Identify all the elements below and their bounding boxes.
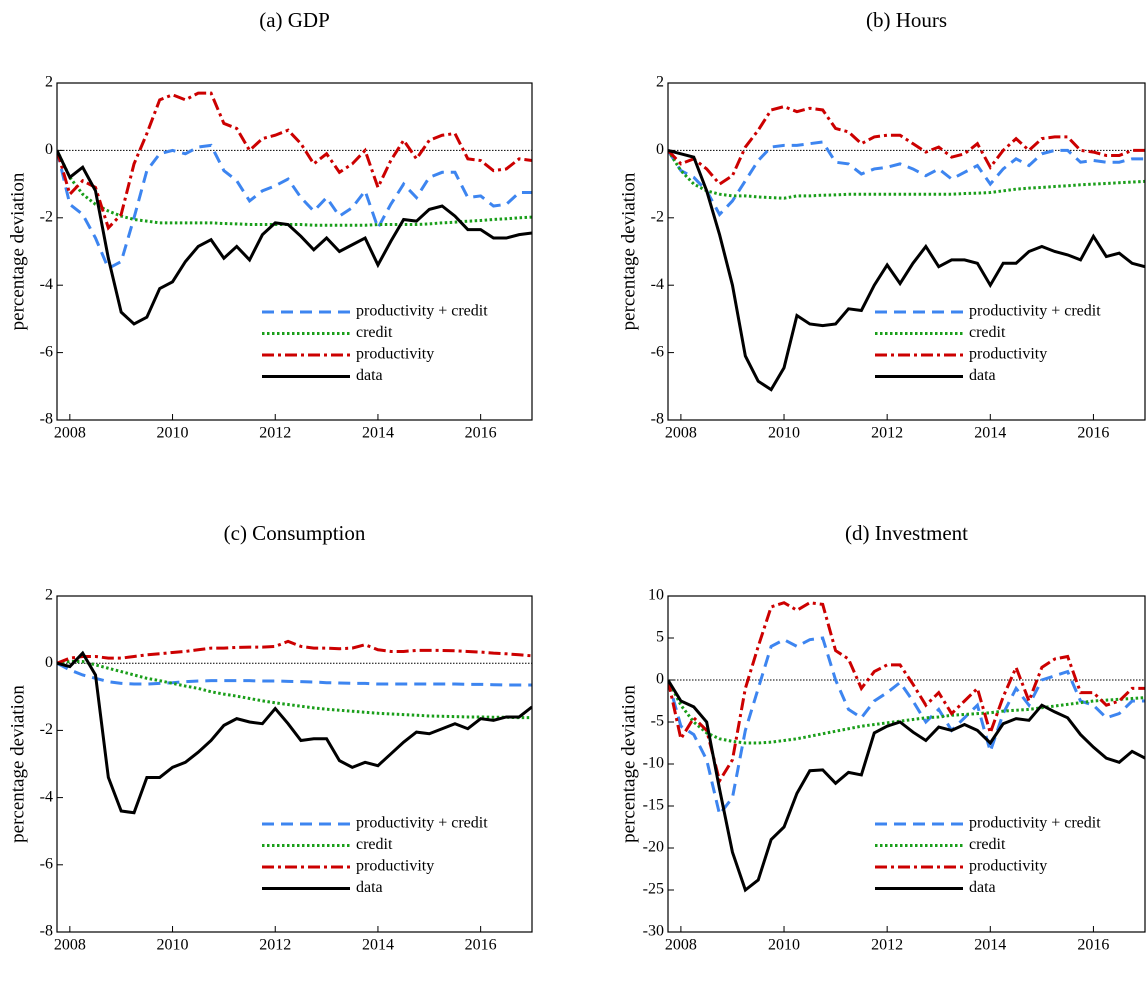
x-tick-label: 2016 — [1077, 937, 1109, 954]
series-line — [57, 149, 532, 227]
series-line — [57, 660, 532, 720]
axes-box — [667, 595, 1146, 933]
y-tick-label: 10 — [648, 587, 664, 604]
y-tick-label: 0 — [656, 141, 664, 158]
legend-label: productivity — [969, 858, 1047, 875]
axes-box — [56, 82, 533, 421]
y-tick-label: -8 — [40, 923, 53, 940]
y-tick-label: -2 — [40, 208, 53, 225]
legend-label: credit — [969, 836, 1006, 853]
panel-title: (a) GDP — [259, 8, 330, 32]
series-line — [57, 149, 532, 326]
y-tick-label: 2 — [45, 587, 53, 604]
y-tick-label: -10 — [643, 755, 664, 772]
axes-box — [667, 82, 1146, 421]
series-line — [57, 91, 532, 231]
x-tick-label: 2008 — [665, 425, 697, 442]
y-axis-label: percentage deviation — [7, 172, 28, 330]
panel: (b) Hours percentage deviation -8 -6 -4 -2 0 2 2… — [618, 8, 1146, 442]
x-tick-label: 2012 — [259, 425, 291, 442]
x-tick-label: 2008 — [54, 937, 86, 954]
y-axis-label: percentage deviation — [618, 685, 639, 843]
x-tick-label: 2010 — [157, 425, 189, 442]
legend-label: productivity — [356, 346, 434, 363]
series-line — [668, 601, 1145, 785]
y-tick-label: -6 — [40, 855, 53, 872]
series-line — [57, 639, 532, 665]
series-line — [668, 148, 1145, 392]
legend-label: data — [356, 879, 383, 896]
legend-label: productivity + credit — [969, 815, 1101, 832]
legend-label: credit — [969, 324, 1006, 341]
x-tick-label: 2016 — [465, 937, 497, 954]
series-line — [57, 143, 532, 271]
x-tick-label: 2010 — [768, 425, 800, 442]
y-axis-label: percentage deviation — [7, 685, 28, 843]
y-tick-label: -4 — [651, 276, 664, 293]
legend-label: productivity + credit — [356, 303, 488, 320]
y-tick-label: 0 — [45, 654, 53, 671]
legend-label: productivity + credit — [969, 303, 1101, 320]
y-tick-label: 5 — [656, 629, 664, 646]
legend-label: credit — [356, 836, 393, 853]
y-tick-label: 2 — [656, 74, 664, 91]
x-tick-label: 2014 — [974, 425, 1006, 442]
y-tick-label: -15 — [643, 797, 664, 814]
y-tick-label: 0 — [45, 141, 53, 158]
y-tick-label: 2 — [45, 74, 53, 91]
x-tick-label: 2010 — [768, 937, 800, 954]
series-line — [668, 679, 1145, 893]
axes-box — [56, 595, 533, 933]
x-tick-label: 2014 — [362, 937, 394, 954]
y-tick-label: -2 — [651, 208, 664, 225]
series-line — [668, 636, 1145, 818]
series-line — [668, 140, 1145, 217]
series-line — [668, 149, 1145, 200]
panel-title: (c) Consumption — [224, 521, 366, 545]
panel-title: (b) Hours — [866, 8, 947, 32]
x-tick-label: 2016 — [465, 425, 497, 442]
x-tick-label: 2014 — [362, 425, 394, 442]
y-tick-label: -6 — [40, 343, 53, 360]
y-tick-label: -2 — [40, 721, 53, 738]
series-line — [57, 650, 532, 815]
x-tick-label: 2012 — [871, 425, 903, 442]
x-tick-label: 2012 — [259, 937, 291, 954]
x-tick-label: 2014 — [974, 937, 1006, 954]
x-tick-label: 2016 — [1077, 425, 1109, 442]
panel-title: (d) Investment — [845, 521, 968, 545]
y-tick-label: -6 — [651, 343, 664, 360]
panel: (a) GDP percentage deviation -8 -6 -4 -2 0 2 200… — [7, 8, 533, 442]
y-tick-label: -8 — [40, 411, 53, 428]
legend-label: data — [969, 367, 996, 384]
y-tick-label: -4 — [40, 276, 53, 293]
panel: (c) Consumption percentage deviation -8 -6 -… — [7, 521, 533, 954]
y-tick-label: -5 — [651, 713, 664, 730]
series-line — [57, 661, 532, 687]
y-axis-label: percentage deviation — [618, 172, 639, 330]
x-tick-label: 2012 — [871, 937, 903, 954]
y-tick-label: -25 — [643, 881, 664, 898]
y-tick-label: -30 — [643, 923, 664, 940]
legend-label: productivity — [969, 346, 1047, 363]
panel: (d) Investment percentage deviation -30 -25… — [618, 521, 1146, 954]
y-tick-label: 0 — [656, 671, 664, 688]
legend-label: productivity + credit — [356, 815, 488, 832]
x-tick-label: 2008 — [54, 425, 86, 442]
x-tick-label: 2010 — [157, 937, 189, 954]
x-tick-label: 2008 — [665, 937, 697, 954]
legend-label: data — [969, 879, 996, 896]
series-line — [668, 105, 1145, 187]
legend-label: data — [356, 367, 383, 384]
y-tick-label: -20 — [643, 839, 664, 856]
y-tick-label: -4 — [40, 788, 53, 805]
legend-label: productivity — [356, 858, 434, 875]
legend-label: credit — [356, 324, 393, 341]
y-tick-label: -8 — [651, 411, 664, 428]
